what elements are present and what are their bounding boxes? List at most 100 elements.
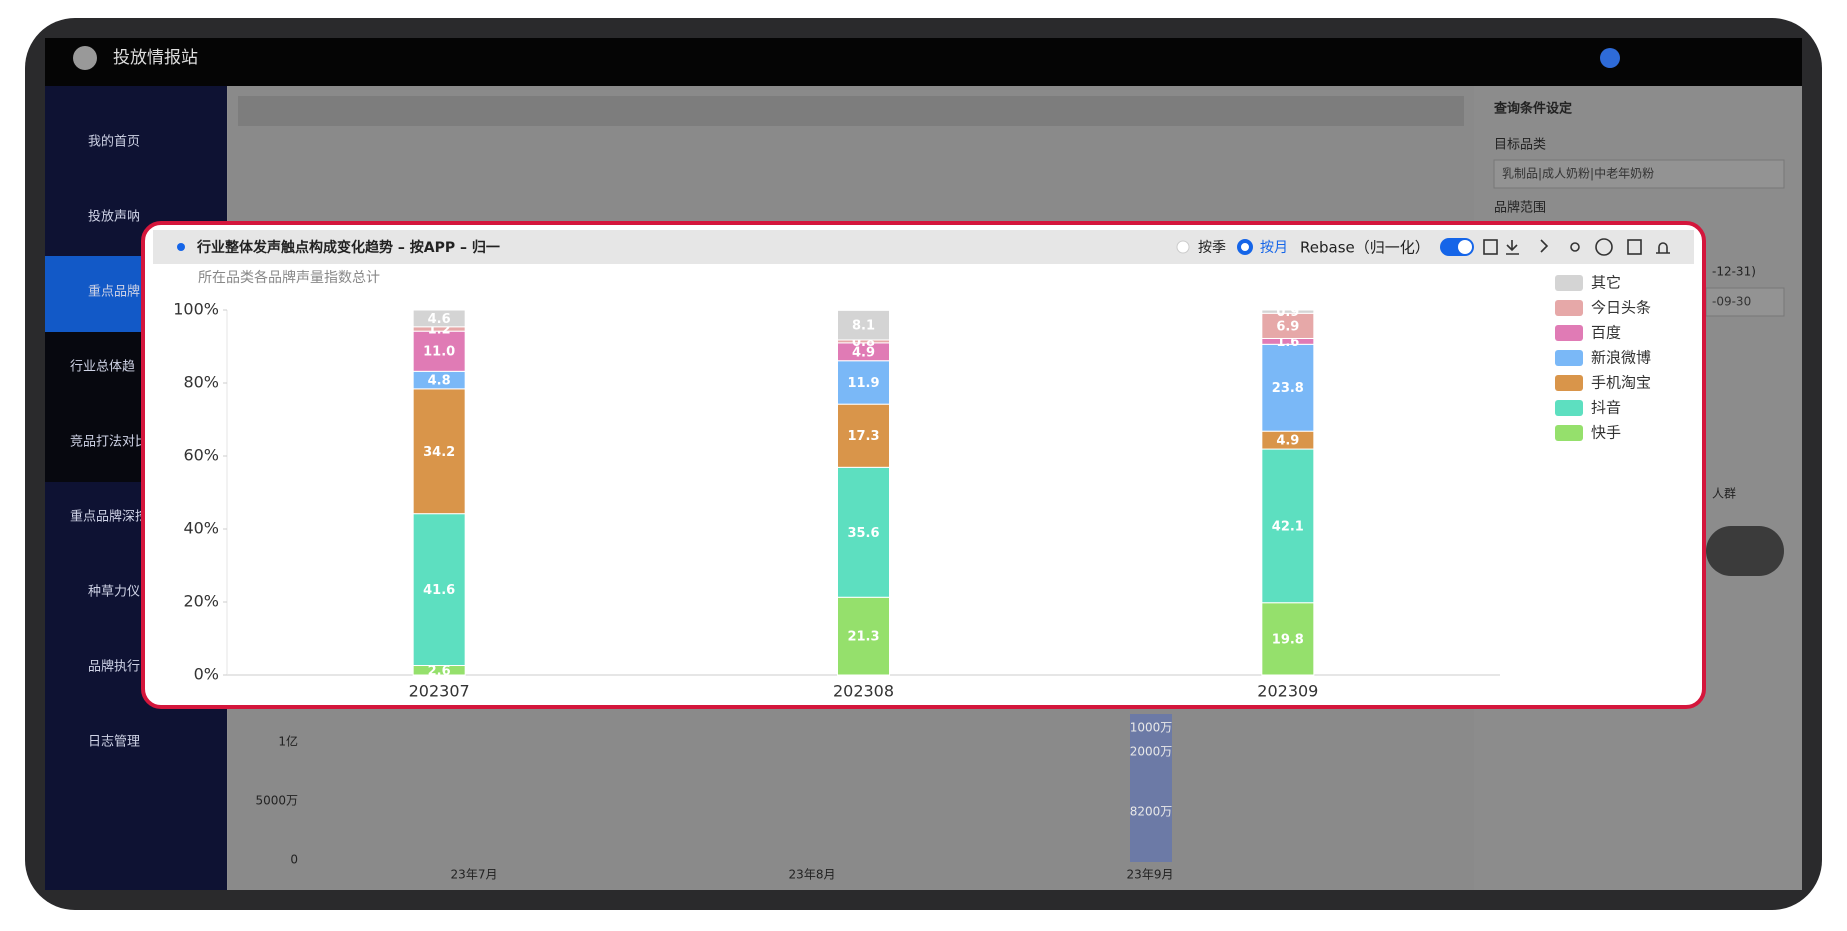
data-label: 2.6 xyxy=(428,664,451,679)
legend-swatch xyxy=(1555,425,1583,441)
bar-segment xyxy=(1261,312,1315,339)
toolbar xyxy=(1483,238,1670,256)
legend-label: 百度 xyxy=(1591,324,1621,342)
date-input[interactable] xyxy=(1705,287,1785,317)
data-label: 6.9 xyxy=(1276,319,1299,334)
sidebar-menu: 我的首页投放声呐重点品牌行业总体趋竞品打法对比重点品牌深挖种草力仪品牌执行日志管… xyxy=(70,134,148,750)
legend-label: 今日头条 xyxy=(1591,299,1651,317)
menu-item[interactable]: 日志管理 xyxy=(88,735,140,750)
data-label: 21.3 xyxy=(847,630,879,645)
icon[interactable] xyxy=(1483,239,1498,255)
select[interactable] xyxy=(1493,159,1785,189)
legend-swatch xyxy=(1555,325,1583,341)
x-tick-label: 202307 xyxy=(409,682,470,701)
data-label: 4.8 xyxy=(428,374,451,389)
plot: 0% 20% 40% 60% 80% 100% 202307 2.6 41.6 34.2 4.8 11… xyxy=(173,274,1651,701)
bg-header xyxy=(238,96,1464,126)
data-label: 34.2 xyxy=(423,445,455,460)
icon[interactable] xyxy=(1506,240,1519,255)
menu-item[interactable]: 我的首页 xyxy=(88,134,140,150)
y-tick-label: 40% xyxy=(183,519,219,538)
menu-item[interactable]: 行业总体趋 xyxy=(70,360,135,375)
menu-item[interactable]: 竞品打法对比 xyxy=(70,434,148,450)
data-label: 4.9 xyxy=(852,345,875,360)
label: 目标品类 xyxy=(1494,138,1546,153)
button[interactable] xyxy=(1706,526,1784,576)
legend-label: 其它 xyxy=(1591,274,1621,292)
x-tick-label: 202308 xyxy=(833,682,894,701)
bg-label: 2000万 xyxy=(1130,745,1173,759)
date-text: -12-31) xyxy=(1712,265,1756,279)
popup xyxy=(141,221,1706,709)
label: 品牌范围 xyxy=(1494,200,1546,216)
data-label: 8.1 xyxy=(852,319,875,334)
bar-segment xyxy=(412,309,466,328)
crowd-text: 人群 xyxy=(1712,487,1736,501)
bar-segment xyxy=(412,513,466,667)
bar-segment xyxy=(1261,448,1315,604)
x-tick-label: 202309 xyxy=(1257,682,1318,701)
data-label: 42.1 xyxy=(1272,519,1304,534)
icon[interactable] xyxy=(1627,239,1642,255)
icon[interactable] xyxy=(1540,239,1549,253)
legend-swatch xyxy=(1555,375,1583,391)
menu-item[interactable]: 品牌执行 xyxy=(88,659,140,675)
radio[interactable] xyxy=(1237,239,1253,255)
bg-bar xyxy=(1130,714,1172,862)
y-tick-label: 20% xyxy=(183,592,219,611)
data-label: 4.9 xyxy=(1276,434,1299,449)
icon[interactable] xyxy=(1570,242,1580,252)
legend-label: 新浪微博 xyxy=(1591,349,1651,367)
bg-category: 23年8月 xyxy=(789,868,836,882)
data-label: 4.6 xyxy=(428,312,451,327)
bg-tick: 0 xyxy=(290,853,298,867)
menu-item[interactable]: 重点品牌 xyxy=(88,284,140,300)
popup-header xyxy=(153,230,1694,264)
icon[interactable] xyxy=(1595,238,1613,256)
bar-segment xyxy=(837,309,890,341)
legend-swatch xyxy=(1555,275,1583,291)
bar-segment xyxy=(837,466,890,598)
radio-label: 按月 xyxy=(1260,240,1288,256)
y-tick-label: 100% xyxy=(173,300,219,319)
y-tick-label: 60% xyxy=(183,446,219,465)
logo xyxy=(73,46,97,70)
bg-label: 8200万 xyxy=(1130,805,1173,819)
icon[interactable] xyxy=(1656,242,1670,254)
bg-tick: 1亿 xyxy=(278,734,298,749)
bar-segment xyxy=(1261,602,1315,676)
menu-item[interactable]: 重点品牌深挖 xyxy=(70,509,148,525)
menu-item[interactable]: 种草力仪 xyxy=(88,585,140,600)
legend-label: 手机淘宝 xyxy=(1591,374,1651,392)
radio[interactable] xyxy=(1176,240,1190,254)
bg-category: 23年7月 xyxy=(451,868,498,882)
data-label: 0.9 xyxy=(1276,305,1299,320)
data-label: 11.0 xyxy=(423,345,455,360)
data-label: 11.9 xyxy=(847,376,879,391)
bg-tick: 5000万 xyxy=(255,794,298,808)
date-value: -09-30 xyxy=(1712,295,1751,309)
legend-label: 快手 xyxy=(1591,424,1621,442)
data-label: 41.6 xyxy=(423,583,455,598)
data-label: 17.3 xyxy=(847,429,879,444)
query-title: 查询条件设定 xyxy=(1493,101,1572,117)
legend-label: 抖音 xyxy=(1591,399,1621,417)
data-label: 35.6 xyxy=(847,526,879,541)
chart-title: 行业整体发声触点构成变化趋势 – 按APP – 归一 xyxy=(196,239,500,256)
y-tick-label: 0% xyxy=(194,665,219,684)
bar-segment xyxy=(1261,343,1315,432)
legend-swatch xyxy=(1555,300,1583,316)
menu-item[interactable]: 投放声呐 xyxy=(88,209,140,225)
bg-category: 23年9月 xyxy=(1127,868,1174,882)
data-label: 19.8 xyxy=(1272,632,1304,647)
data-label: 23.8 xyxy=(1272,381,1304,396)
y-tick-label: 80% xyxy=(183,373,219,392)
bar-segment xyxy=(837,360,890,405)
background-chart: 1亿 5000万 0 23年7月 23年8月 23年9月 1000万 2000万 8200万 xyxy=(255,714,1173,882)
rebase-label: Rebase（归一化） xyxy=(1300,239,1430,257)
bg-label: 1000万 xyxy=(1130,721,1173,735)
avatar[interactable] xyxy=(1600,48,1620,68)
bar-segment xyxy=(1261,309,1315,314)
legend-swatch xyxy=(1555,350,1583,366)
